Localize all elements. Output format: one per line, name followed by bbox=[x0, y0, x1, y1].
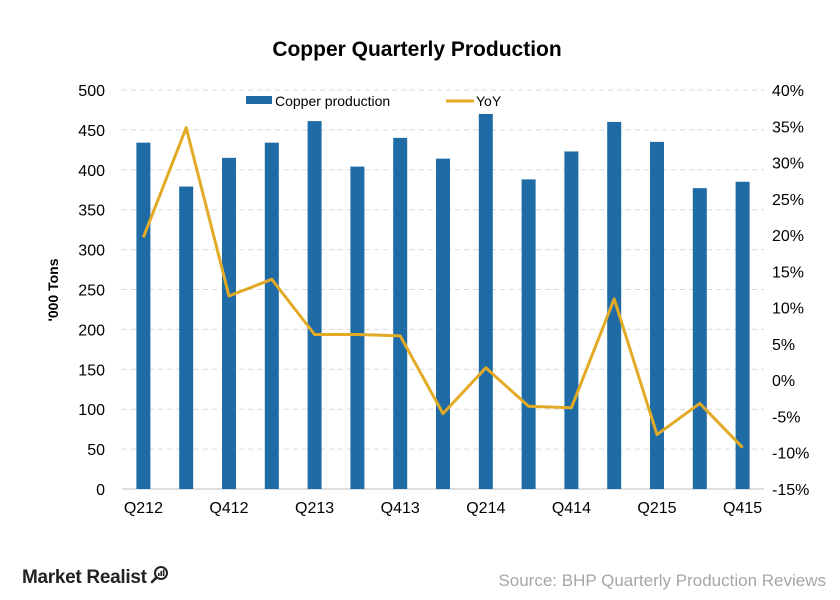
y-tick-label: 50 bbox=[87, 442, 105, 459]
x-tick-label: Q215 bbox=[637, 500, 676, 517]
y2-tick-label: -10% bbox=[772, 446, 809, 463]
right-axis-ticks: -15% -10% -5% 0% 5% 10% 15% 20% 25% 30% 35% 40% bbox=[772, 83, 809, 499]
y2-tick-label: 10% bbox=[772, 301, 804, 318]
y-tick-label: 350 bbox=[78, 203, 105, 220]
legend-swatch-bar bbox=[246, 96, 272, 104]
bar bbox=[307, 121, 322, 489]
bar bbox=[521, 179, 536, 489]
y-tick-label: 150 bbox=[78, 362, 105, 379]
bar bbox=[179, 186, 194, 490]
bar bbox=[607, 121, 622, 490]
y-tick-label: 250 bbox=[78, 283, 105, 300]
bar bbox=[692, 188, 707, 490]
y2-tick-label: 25% bbox=[772, 192, 804, 209]
x-tick-label: Q213 bbox=[295, 500, 334, 517]
bar bbox=[136, 142, 151, 489]
brand-name: Market Realist bbox=[22, 567, 147, 588]
x-tick-label: Q214 bbox=[466, 500, 505, 517]
y-tick-label: 0 bbox=[96, 482, 105, 499]
x-tick-label: Q412 bbox=[209, 500, 248, 517]
legend-label-bar: Copper production bbox=[275, 93, 390, 109]
bar bbox=[564, 151, 579, 490]
source-note: Source: BHP Quarterly Production Reviews bbox=[498, 571, 826, 590]
y2-tick-label: -15% bbox=[772, 482, 809, 499]
bar bbox=[222, 157, 236, 489]
y2-tick-label: 15% bbox=[772, 264, 804, 281]
y-tick-label: 100 bbox=[78, 402, 105, 419]
x-tick-label: Q415 bbox=[723, 500, 762, 517]
y-tick-label: 450 bbox=[78, 123, 105, 140]
bar bbox=[350, 166, 365, 489]
bar bbox=[264, 142, 279, 489]
line-series bbox=[142, 126, 744, 449]
legend-label-line: YoY bbox=[476, 93, 502, 109]
y2-tick-label: 40% bbox=[772, 83, 804, 100]
legend: Copper production YoY bbox=[246, 93, 502, 109]
bar bbox=[436, 158, 450, 490]
x-tick-label: Q212 bbox=[124, 500, 163, 517]
x-tick-label: Q413 bbox=[381, 500, 420, 517]
x-axis-ticks: Q212 Q412 Q213 Q413 Q214 Q414 Q215 Q415 bbox=[124, 500, 762, 517]
y-tick-label: 200 bbox=[78, 322, 105, 339]
bar bbox=[478, 113, 493, 489]
y2-tick-label: 20% bbox=[772, 228, 804, 245]
yoy-line bbox=[142, 126, 744, 449]
magnifier-chart-icon bbox=[150, 565, 170, 591]
bar bbox=[735, 181, 750, 489]
bar bbox=[650, 141, 664, 489]
y-tick-label: 500 bbox=[78, 83, 105, 100]
left-axis-ticks: 0 50 100 150 200 250 300 350 400 450 500 bbox=[78, 83, 105, 499]
y2-tick-label: 5% bbox=[772, 337, 795, 354]
y2-tick-label: -5% bbox=[772, 409, 800, 426]
y2-tick-label: 35% bbox=[772, 119, 804, 136]
x-tick-label: Q414 bbox=[552, 500, 591, 517]
chart-title: Copper Quarterly Production bbox=[272, 38, 561, 61]
y2-tick-label: 30% bbox=[772, 156, 804, 173]
market-realist-logo: Market Realist bbox=[22, 565, 170, 591]
bar bbox=[393, 137, 408, 489]
y2-tick-label: 0% bbox=[772, 373, 795, 390]
y-axis-label: '000 Tons bbox=[45, 258, 61, 321]
y-tick-label: 300 bbox=[78, 243, 105, 260]
y-tick-label: 400 bbox=[78, 163, 105, 180]
